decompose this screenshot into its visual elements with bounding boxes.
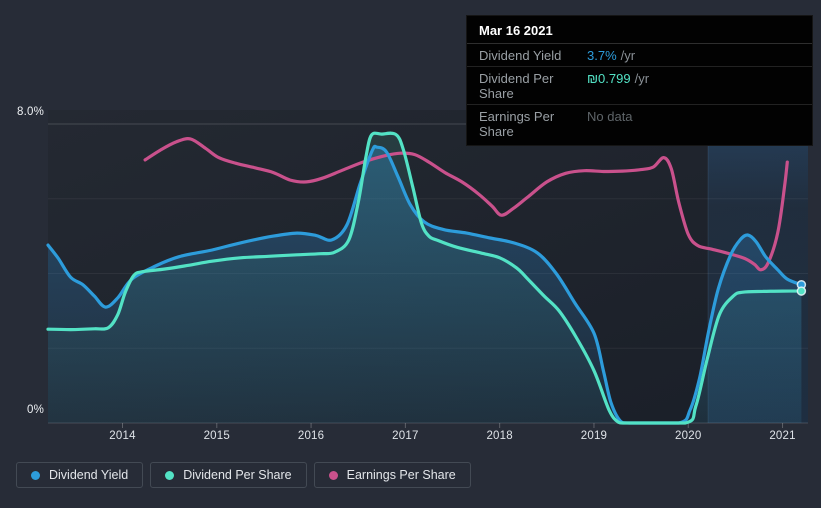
tooltip-value: No data <box>587 108 633 124</box>
legend-item-dividend-yield[interactable]: Dividend Yield <box>16 462 144 488</box>
y-axis-bottom-label: 0% <box>26 404 44 416</box>
tooltip-date: Mar 16 2021 <box>467 16 812 44</box>
legend-label: Dividend Yield <box>49 468 129 482</box>
tooltip-label: Dividend Per Share <box>479 70 554 101</box>
tooltip-value: 3.7% <box>587 47 617 63</box>
dividend-per-share-dot-icon <box>165 470 175 480</box>
tooltip-label: Earnings Per Share <box>479 108 555 139</box>
tooltip-value: ₪0.799 <box>587 70 631 86</box>
tooltip-row-dividend-per-share: Dividend Per Share ₪0.799 /yr <box>467 67 812 105</box>
x-axis-label: 2020 <box>675 430 702 442</box>
y-axis-top-label: 8.0% <box>16 106 44 118</box>
x-axis-label: 2016 <box>297 430 325 442</box>
legend-item-dividend-per-share[interactable]: Dividend Per Share <box>150 462 307 488</box>
x-axis-label: 2017 <box>392 430 419 442</box>
chart-legend: Dividend Yield Dividend Per Share Earnin… <box>16 462 471 488</box>
x-axis-label: 2014 <box>109 430 136 442</box>
tooltip-row-dividend-yield: Dividend Yield 3.7% /yr <box>467 44 812 67</box>
x-axis: 2014 2015 2016 2017 2018 2019 2020 2021 <box>0 430 821 448</box>
earnings-per-share-dot-icon <box>328 470 338 480</box>
tooltip-value-suffix: /yr <box>634 70 650 86</box>
legend-label: Dividend Per Share <box>183 468 292 482</box>
x-axis-label: 2015 <box>203 430 230 442</box>
tooltip-row-earnings-per-share: Earnings Per Share No data <box>467 105 812 145</box>
tooltip-value-suffix: /yr <box>620 47 636 63</box>
dividend-yield-dot-icon <box>31 470 40 480</box>
x-axis-label: 2021 <box>769 430 796 442</box>
x-axis-label: 2018 <box>486 430 513 442</box>
x-axis-label: 2019 <box>580 430 608 442</box>
legend-item-earnings-per-share[interactable]: Earnings Per Share <box>313 462 471 488</box>
tooltip-label: Dividend Yield <box>479 47 562 63</box>
legend-label: Earnings Per Share <box>346 468 456 482</box>
hover-tooltip: Mar 16 2021 Dividend Yield 3.7% /yr Divi… <box>466 15 813 146</box>
